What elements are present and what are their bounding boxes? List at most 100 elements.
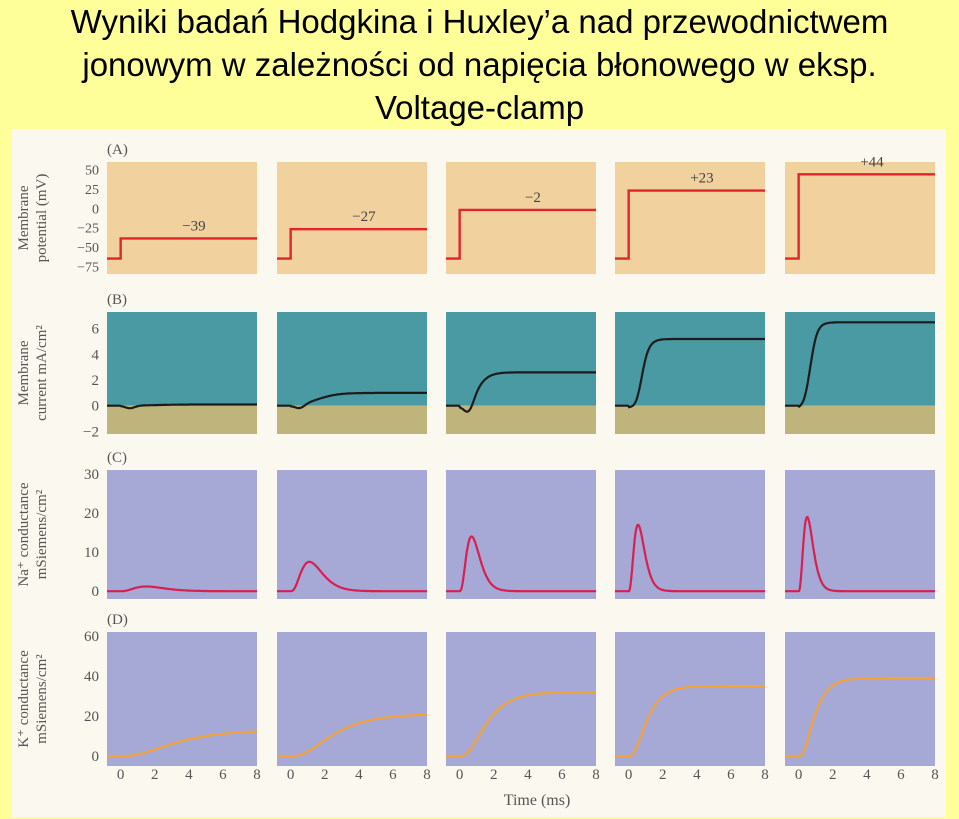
- y-axis-label-line-2: potential (mV): [34, 174, 50, 263]
- k-panel-bg: [277, 632, 427, 766]
- na-conductance-trace: [615, 523, 765, 593]
- panel-letter-d: (D): [107, 612, 128, 628]
- clamp-potential-label: −39: [182, 218, 205, 234]
- x-tick-label: 6: [727, 767, 735, 783]
- x-tick-label: 8: [592, 767, 600, 783]
- x-tick-label: 4: [693, 767, 701, 783]
- na-panel-bg: [615, 470, 765, 599]
- k-conductance-trace: [615, 684, 765, 758]
- y-axis-label-line-2: mSiemens/cm²: [34, 489, 50, 579]
- x-tick-label: 2: [321, 767, 329, 783]
- x-tick-label: 0: [795, 767, 803, 783]
- y-axis-label-line-2: current mA/cm²: [34, 325, 50, 421]
- na-panel-bg: [446, 470, 596, 599]
- potential-panel-bg: [446, 162, 596, 274]
- x-tick-label: 0: [625, 767, 633, 783]
- membrane-current-trace: [615, 337, 765, 409]
- current-panel-outward-bg: [785, 312, 935, 406]
- na-conductance-trace: [785, 515, 935, 593]
- x-tick-label: 6: [558, 767, 566, 783]
- membrane-potential-trace: [615, 189, 765, 260]
- k-conductance-trace: [277, 713, 427, 758]
- na-conductance-trace: [277, 560, 427, 593]
- y-tick-label: 6: [92, 322, 100, 338]
- x-tick-label: 2: [490, 767, 498, 783]
- clamp-potential-label: −27: [352, 209, 376, 225]
- x-tick-label: 2: [659, 767, 667, 783]
- x-tick-label: 8: [931, 767, 939, 783]
- k-conductance-trace: [785, 676, 935, 758]
- membrane-potential-trace: [107, 237, 257, 260]
- x-tick-label: 0: [287, 767, 295, 783]
- y-tick-label: 20: [84, 709, 99, 725]
- panel-letter-b: (B): [107, 292, 127, 308]
- y-tick-label: 4: [92, 347, 100, 363]
- k-panel-bg: [446, 632, 596, 766]
- current-panel-inward-bg: [277, 405, 427, 434]
- slide-title: Wyniki badań Hodgkina i Huxley’a nad prz…: [0, 0, 959, 128]
- na-panel-bg: [107, 470, 257, 599]
- membrane-current-trace: [277, 391, 427, 410]
- current-panel-outward-bg: [277, 312, 427, 406]
- k-conductance-trace: [446, 691, 596, 758]
- membrane-potential-trace: [785, 173, 935, 260]
- y-tick-label: 2: [92, 373, 100, 389]
- potential-panel-bg: [277, 162, 427, 274]
- clamp-potential-label: +44: [860, 154, 884, 170]
- x-tick-label: 8: [423, 767, 431, 783]
- slide-title-line-3: Voltage-clamp: [374, 89, 585, 126]
- k-panel-bg: [785, 632, 935, 766]
- x-tick-label: 4: [863, 767, 871, 783]
- y-axis-label-a: Membrane potential (mV): [16, 174, 50, 263]
- x-tick-label: 8: [253, 767, 261, 783]
- slide-title-line-2: jonowym w zależności od napięcia błonowe…: [82, 46, 877, 83]
- y-tick-label: 0: [92, 584, 100, 600]
- potential-panel-bg: [785, 162, 935, 274]
- na-conductance-trace: [107, 585, 257, 593]
- y-axis-label-line-1: K⁺ conductance: [16, 650, 32, 748]
- membrane-potential-trace: [446, 208, 596, 260]
- current-panel-outward-bg: [107, 312, 257, 406]
- membrane-current-trace: [107, 403, 257, 410]
- current-panel-inward-bg: [615, 405, 765, 434]
- current-panel-inward-bg: [785, 405, 935, 434]
- voltage-clamp-chart: (A)Membrane potential (mV)50250−25−50−75(…: [16, 142, 939, 809]
- panel-letter-a: (A): [107, 142, 128, 158]
- y-tick-label: 40: [84, 669, 99, 685]
- x-tick-label: 6: [219, 767, 227, 783]
- x-tick-label: 4: [524, 767, 532, 783]
- y-axis-label-line-2: mSiemens/cm²: [34, 654, 50, 744]
- y-tick-label: −2: [83, 424, 99, 440]
- panel-letter-c: (C): [107, 450, 127, 466]
- x-tick-label: 2: [829, 767, 837, 783]
- y-axis-label-line-1: Membrane: [16, 340, 32, 405]
- current-panel-outward-bg: [615, 312, 765, 406]
- y-tick-label: 0: [92, 202, 99, 217]
- y-tick-label: −75: [77, 260, 99, 275]
- x-tick-label: 8: [761, 767, 769, 783]
- membrane-current-trace: [446, 371, 596, 413]
- y-tick-label: 20: [84, 506, 99, 522]
- na-conductance-trace: [446, 535, 596, 593]
- x-tick-label: 0: [456, 767, 464, 783]
- current-panel-outward-bg: [446, 312, 596, 406]
- y-axis-label-c: Na⁺ conductance mSiemens/cm²: [16, 482, 50, 586]
- k-conductance-trace: [107, 730, 257, 758]
- na-panel-bg: [277, 470, 427, 599]
- y-tick-label: 0: [92, 749, 100, 765]
- na-panel-bg: [785, 470, 935, 599]
- potential-panel-bg: [107, 162, 257, 274]
- y-tick-label: −50: [77, 241, 99, 256]
- k-panel-bg: [107, 632, 257, 766]
- y-tick-label: 50: [85, 164, 99, 179]
- y-tick-label: 0: [92, 399, 100, 415]
- x-tick-label: 6: [389, 767, 397, 783]
- current-panel-inward-bg: [107, 405, 257, 434]
- clamp-potential-label: −2: [525, 190, 541, 206]
- clamp-potential-label: +23: [690, 171, 713, 187]
- y-axis-label-line-1: Na⁺ conductance: [16, 482, 32, 586]
- x-tick-label: 2: [151, 767, 159, 783]
- y-tick-label: −25: [77, 222, 99, 237]
- x-tick-label: 6: [897, 767, 905, 783]
- voltage-clamp-figure: (A) Membrane potential (mV) 50 25 0 −25 −50 −75(…: [12, 129, 946, 817]
